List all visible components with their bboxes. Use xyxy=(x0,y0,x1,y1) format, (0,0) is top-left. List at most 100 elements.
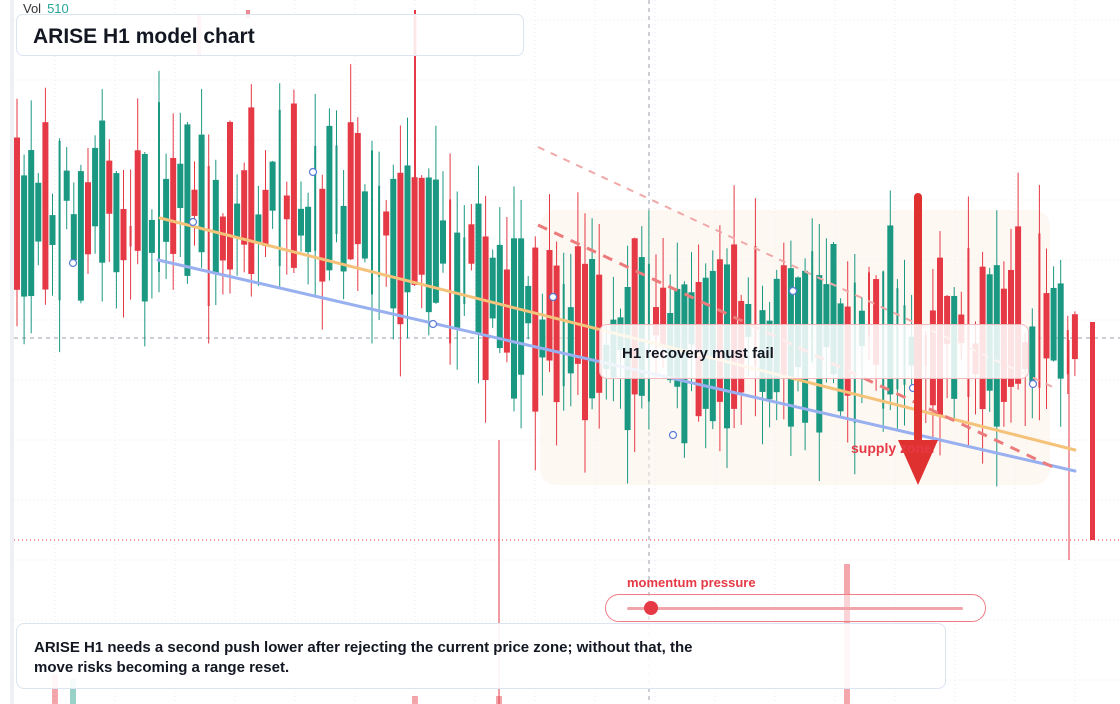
candle-body xyxy=(49,215,56,245)
chart-title: ARISE H1 model chart xyxy=(33,25,255,48)
candle-body xyxy=(269,161,276,211)
candle-body xyxy=(745,303,752,337)
candle-body xyxy=(754,246,757,366)
candle-body xyxy=(390,178,397,309)
candle-body xyxy=(553,265,560,403)
candle-body xyxy=(158,102,160,273)
marker-circle xyxy=(188,217,198,227)
marker-circle xyxy=(428,319,438,329)
momentum-gauge[interactable] xyxy=(605,594,986,622)
candle-body xyxy=(574,246,581,364)
candle-body xyxy=(354,133,361,245)
candle-body xyxy=(170,157,177,254)
candle-body xyxy=(113,173,120,273)
volume-readout: Vol 510 xyxy=(23,1,69,16)
candle-body xyxy=(92,147,99,227)
candle-body xyxy=(63,170,70,201)
candle-body xyxy=(418,177,425,275)
candle-body xyxy=(873,279,880,365)
candle-body xyxy=(378,185,381,277)
candle-body xyxy=(207,166,210,306)
candle-body xyxy=(539,319,546,358)
candle-body xyxy=(660,287,667,346)
candle-body xyxy=(1029,326,1036,382)
candle-body xyxy=(255,214,262,243)
candle-body xyxy=(425,177,432,313)
candle-body xyxy=(99,120,106,263)
marker-circle xyxy=(68,258,78,268)
candle-body xyxy=(361,191,368,259)
candle-body xyxy=(14,137,20,290)
pink-dashed-trendline xyxy=(537,146,1056,389)
candle-body xyxy=(148,220,155,253)
candle-body xyxy=(503,269,510,353)
candle-body xyxy=(177,163,184,208)
candle-body xyxy=(340,205,347,272)
candle-body xyxy=(283,195,290,220)
candle-body xyxy=(227,121,233,270)
candle-body xyxy=(653,307,659,336)
candle-body xyxy=(1057,283,1064,379)
volume-label: Vol xyxy=(23,1,42,16)
candle-body xyxy=(532,247,539,412)
supply-arrow xyxy=(898,193,938,485)
candle-body xyxy=(184,124,191,276)
candle-body xyxy=(525,285,532,324)
analysis-note-card: ARISE H1 needs a second push lower after… xyxy=(16,623,946,689)
arrow-head xyxy=(898,440,938,485)
candle-body xyxy=(511,238,517,399)
candle-body xyxy=(582,263,588,421)
candle-body xyxy=(335,145,338,235)
supply-zone-label: supply zone xyxy=(851,440,932,456)
candle-body xyxy=(35,182,42,242)
candle-body xyxy=(371,150,373,295)
candle-body xyxy=(830,243,837,375)
candle-body xyxy=(290,103,297,268)
candle-body xyxy=(58,140,61,301)
candle-body xyxy=(42,122,49,290)
candle-body xyxy=(1015,226,1022,384)
marker-circle xyxy=(1028,379,1038,389)
candle-body xyxy=(823,284,830,348)
candle-body xyxy=(85,182,91,255)
marker-circle xyxy=(668,430,678,440)
marker-circle xyxy=(308,167,318,177)
candle-body xyxy=(562,283,565,387)
momentum-knob[interactable] xyxy=(643,601,658,615)
candle-body xyxy=(212,179,219,274)
candle-body xyxy=(326,125,333,271)
candle-body xyxy=(489,257,496,319)
candle-body xyxy=(1050,287,1057,361)
candle-body xyxy=(70,214,77,261)
candle-body xyxy=(795,277,801,368)
candle-body xyxy=(383,211,390,236)
candle-body xyxy=(440,220,446,264)
candle-body xyxy=(449,199,452,344)
candle-body xyxy=(468,224,475,264)
candle-body xyxy=(28,150,35,297)
momentum-label: momentum pressure xyxy=(627,575,756,590)
candle-body xyxy=(1071,314,1078,360)
marker-circle xyxy=(788,286,798,296)
candle-body xyxy=(278,109,281,267)
candle-body xyxy=(631,238,638,395)
candle-body xyxy=(780,265,787,376)
markers xyxy=(68,167,1038,440)
chart-title-card: ARISE H1 model chart xyxy=(16,14,524,56)
arrow-shaft xyxy=(914,193,922,443)
candle-body xyxy=(546,250,553,361)
candle-body xyxy=(191,189,198,216)
candle-body xyxy=(811,251,814,361)
candle-body xyxy=(298,208,304,236)
candle-body xyxy=(482,236,489,381)
candle-body xyxy=(241,170,248,245)
candle-body xyxy=(1090,322,1095,540)
red-dashed-trendline xyxy=(537,223,1056,470)
volume-bar xyxy=(52,674,58,704)
candle-body xyxy=(567,307,574,374)
candle-body xyxy=(518,238,525,375)
momentum-track-line xyxy=(627,607,963,610)
candle-body xyxy=(454,232,461,328)
candle-body xyxy=(163,178,170,242)
candle-body xyxy=(106,160,113,214)
